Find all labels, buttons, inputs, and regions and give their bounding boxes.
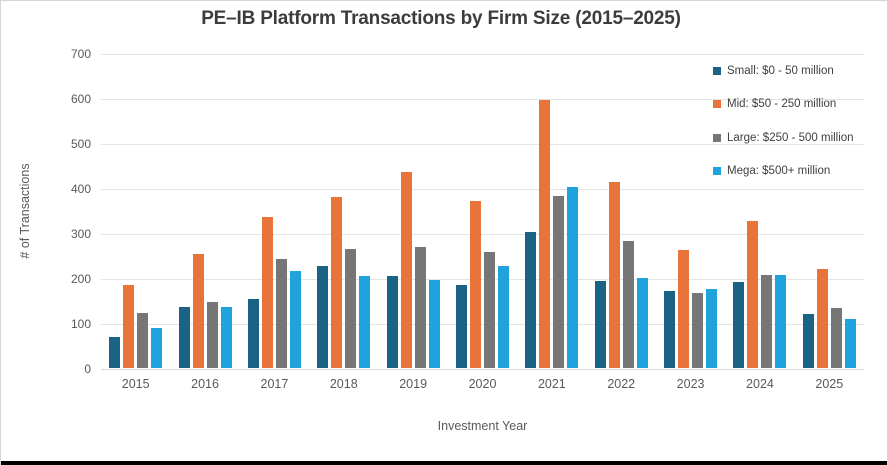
- legend-swatch-icon: [713, 133, 721, 142]
- bar-2017-series-2: [275, 259, 287, 368]
- gridline: [101, 143, 864, 145]
- legend-item: Mid: $50 - 250 million: [713, 97, 836, 111]
- bar-2016-series-2: [206, 302, 218, 368]
- x-tick-label: 2023: [676, 377, 705, 391]
- legend-label: Mid: $50 - 250 million: [727, 98, 837, 111]
- gridline: [101, 98, 864, 100]
- legend-item: Large: $250 - 500 million: [713, 131, 854, 145]
- y-tick-label: 300: [70, 227, 91, 241]
- bar-2019-series-3: [428, 279, 440, 368]
- gridline: [101, 188, 864, 190]
- gridline: [101, 278, 864, 280]
- plot-area: [101, 53, 864, 370]
- chart-title: PE–IB Platform Transactions by Firm Size…: [201, 8, 681, 29]
- x-tick-label: 2016: [191, 377, 219, 391]
- bar-2016-series-3: [220, 306, 232, 368]
- bar-2018-series-2: [345, 249, 357, 368]
- bar-2025-series-2: [830, 307, 842, 368]
- bar-2022-series-2: [622, 240, 634, 368]
- bar-2021-series-1: [539, 100, 551, 368]
- bar-2023-series-0: [664, 290, 676, 368]
- x-tick-label: 2021: [537, 377, 566, 391]
- gridline: [101, 323, 864, 325]
- bar-2018-series-0: [317, 265, 329, 368]
- bar-2015-series-3: [151, 328, 163, 368]
- bar-2024-series-1: [747, 221, 759, 368]
- bar-2021-series-3: [567, 186, 579, 368]
- bar-2023-series-3: [706, 288, 718, 368]
- x-tick-label: 2020: [468, 377, 497, 391]
- x-tick-label: 2015: [121, 377, 150, 391]
- x-tick-label: 2018: [329, 377, 358, 391]
- bottom-black-bar: [1, 461, 887, 465]
- bar-2025-series-3: [844, 318, 856, 368]
- bar-2021-series-0: [525, 232, 537, 368]
- x-tick-label: 2024: [746, 377, 774, 391]
- bar-2017-series-3: [289, 271, 301, 368]
- y-tick-label: 400: [70, 182, 91, 196]
- bar-2022-series-3: [636, 278, 648, 368]
- bar-2019-series-0: [386, 275, 398, 368]
- bar-2022-series-0: [594, 281, 606, 368]
- bar-2017-series-1: [261, 217, 273, 368]
- y-tick-label: 100: [70, 317, 91, 331]
- bar-2020-series-3: [498, 265, 509, 368]
- y-tick-label: 200: [70, 272, 91, 286]
- legend-label: Small: $0 - 50 million: [727, 65, 834, 77]
- x-axis-title: Investment Year: [437, 419, 528, 433]
- legend-item: Small: $0 - 50 million: [713, 64, 834, 78]
- bar-2023-series-2: [692, 292, 704, 368]
- bar-2017-series-0: [247, 299, 259, 368]
- legend-item: Mega: $500+ million: [713, 164, 830, 178]
- bar-2020-series-0: [456, 285, 467, 368]
- legend-swatch-icon: [713, 100, 721, 109]
- x-tick-label: 2025: [815, 377, 844, 391]
- bar-2015-series-1: [123, 284, 135, 368]
- bar-2020-series-1: [470, 201, 481, 368]
- x-tick-label: 2019: [399, 377, 428, 391]
- bar-2025-series-0: [802, 313, 814, 368]
- gridline: [101, 368, 864, 370]
- bar-2022-series-1: [608, 182, 620, 368]
- bar-2015-series-2: [137, 313, 149, 368]
- bar-2023-series-1: [678, 250, 690, 368]
- y-tick-label: 0: [84, 362, 91, 376]
- legend-label: Mega: $500+ million: [727, 164, 831, 177]
- y-tick-label: 700: [70, 47, 91, 61]
- bar-2015-series-0: [109, 337, 121, 368]
- bar-2016-series-0: [178, 306, 190, 368]
- bar-2019-series-2: [414, 246, 426, 368]
- legend-label: Large: $250 - 500 million: [727, 131, 854, 144]
- y-axis-title: # of Transactions: [18, 163, 32, 259]
- legend-swatch-icon: [713, 67, 721, 75]
- x-tick-label: 2022: [607, 377, 636, 391]
- gridline: [101, 53, 864, 55]
- bar-2018-series-3: [359, 275, 371, 368]
- y-tick-label: 600: [70, 92, 91, 106]
- legend-swatch-icon: [713, 166, 721, 175]
- bar-2024-series-3: [775, 274, 787, 368]
- bar-2021-series-2: [553, 195, 565, 368]
- bar-2018-series-1: [331, 197, 343, 368]
- bar-2020-series-2: [484, 252, 495, 368]
- y-tick-label: 500: [70, 137, 91, 151]
- bar-2024-series-2: [761, 274, 773, 368]
- x-tick-label: 2017: [260, 377, 289, 391]
- bar-2025-series-1: [816, 269, 828, 368]
- bar-2019-series-1: [400, 172, 412, 368]
- bar-2016-series-1: [192, 253, 204, 368]
- gridline: [101, 233, 864, 235]
- bar-2024-series-0: [733, 281, 745, 368]
